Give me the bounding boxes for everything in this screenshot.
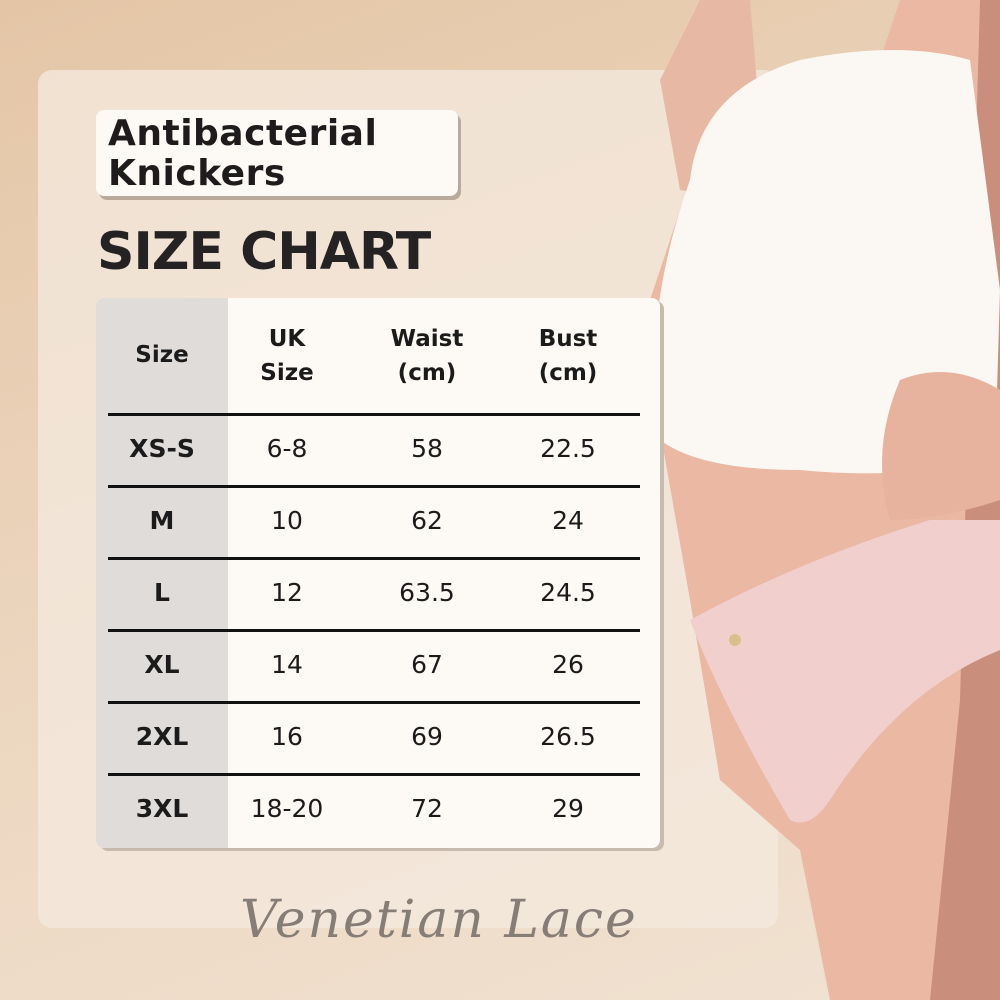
size-label: 2XL — [135, 722, 189, 751]
model-photo — [650, 0, 1000, 1000]
table-cell: 67 — [411, 650, 443, 679]
header-text: Size — [260, 360, 314, 386]
header-text: (cm) — [397, 360, 457, 386]
table-cell: 26.5 — [540, 722, 596, 751]
size-label: XS-S — [129, 434, 195, 463]
row-divider — [108, 413, 640, 416]
size-label: XL — [144, 650, 180, 679]
brand-logo: Venetian Lace — [240, 890, 638, 950]
row-divider — [108, 773, 640, 776]
title-line-2: Knickers — [108, 153, 286, 194]
table-cell: 10 — [271, 506, 303, 535]
table-cell: 24 — [552, 506, 584, 535]
product-title: Antibacterial Knickers — [108, 114, 377, 194]
header-text: Size — [135, 342, 189, 368]
table-cell: 72 — [411, 794, 443, 823]
table-cell: 14 — [271, 650, 303, 679]
column-header: Waist (cm) — [391, 322, 464, 390]
column-header: Bust (cm) — [539, 322, 598, 390]
header-text: UK — [268, 326, 306, 352]
title-box — [96, 110, 458, 196]
size-column-background — [96, 298, 228, 848]
header-text: Waist — [390, 326, 464, 352]
table-cell: 26 — [552, 650, 584, 679]
size-label: M — [149, 506, 175, 535]
table-cell: 16 — [271, 722, 303, 751]
column-header: UK Size — [260, 322, 313, 390]
size-label: L — [154, 578, 170, 607]
table-cell: 62 — [411, 506, 443, 535]
table-cell: 29 — [552, 794, 584, 823]
row-divider — [108, 629, 640, 632]
table-cell: 12 — [271, 578, 303, 607]
title-line-1: Antibacterial — [108, 113, 378, 154]
table-cell: 24.5 — [540, 578, 596, 607]
header-text: Bust — [538, 326, 598, 352]
row-divider — [108, 701, 640, 704]
table-cell: 58 — [411, 434, 443, 463]
table-cell: 63.5 — [399, 578, 455, 607]
size-label: 3XL — [135, 794, 189, 823]
row-divider — [108, 485, 640, 488]
table-cell: 69 — [411, 722, 443, 751]
size-chart-heading: SIZE CHART — [97, 222, 431, 282]
row-divider — [108, 557, 640, 560]
header-text: (cm) — [538, 360, 598, 386]
table-cell: 18-20 — [250, 794, 324, 823]
table-cell: 6-8 — [266, 434, 308, 463]
table-cell: 22.5 — [540, 434, 596, 463]
column-header: Size — [135, 338, 188, 372]
